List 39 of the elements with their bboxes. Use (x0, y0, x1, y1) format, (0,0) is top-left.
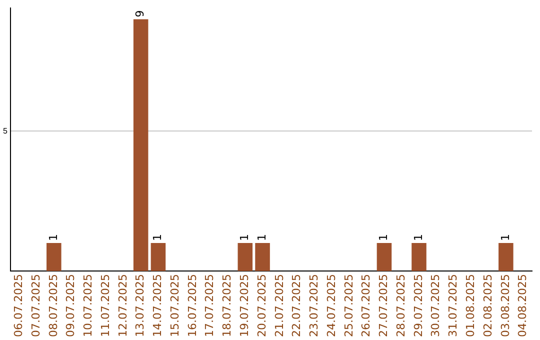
x-tick-label: 28.07.2025 (394, 274, 408, 338)
y-tick-label: 5 (2, 126, 8, 136)
x-tick-label: 04.08.2025 (516, 274, 530, 338)
data-label: 1 (377, 234, 390, 242)
x-tick-label: 02.08.2025 (481, 274, 494, 338)
x-tick-label: 25.07.2025 (342, 274, 356, 338)
x-tick-label: 29.07.2025 (412, 274, 425, 338)
x-tick-label: 23.07.2025 (308, 274, 321, 338)
data-label: 1 (255, 234, 268, 242)
x-tick-label: 01.08.2025 (464, 274, 478, 338)
x-tick-label: 18.07.2025 (220, 274, 234, 338)
x-tick-label: 14.07.2025 (151, 274, 164, 338)
data-label: 1 (498, 234, 512, 242)
x-tick-label: 17.07.2025 (203, 274, 216, 338)
data-label: 9 (134, 10, 147, 18)
data-label: 1 (412, 234, 425, 242)
x-tick-label: 10.07.2025 (82, 274, 95, 338)
x-tick-label: 16.07.2025 (186, 274, 199, 338)
x-tick-label: 13.07.2025 (134, 274, 147, 338)
x-tick-label: 30.07.2025 (429, 274, 442, 338)
x-tick-label: 06.07.2025 (12, 274, 25, 338)
x-tick-label: 09.07.2025 (64, 274, 78, 338)
x-tick-label: 26.07.2025 (360, 274, 373, 338)
data-label: 1 (151, 234, 164, 242)
x-tick-label: 15.07.2025 (168, 274, 182, 338)
x-tick-label: 24.07.2025 (324, 274, 338, 338)
x-tick-label: 27.07.2025 (377, 274, 390, 338)
data-label: 1 (238, 234, 252, 242)
x-tick-label: 12.07.2025 (116, 274, 130, 338)
x-tick-label: 03.08.2025 (498, 274, 512, 338)
x-tick-label: 19.07.2025 (238, 274, 252, 338)
data-label: 1 (46, 234, 60, 242)
x-tick-label: 22.07.2025 (290, 274, 304, 338)
x-tick-label: 21.07.2025 (272, 274, 286, 338)
x-tick-label: 08.07.2025 (46, 274, 60, 338)
x-tick-label: 07.07.2025 (29, 274, 42, 338)
x-tick-label: 31.07.2025 (446, 274, 460, 338)
x-tick-label: 20.07.2025 (255, 274, 268, 338)
x-tick-label: 11.07.2025 (98, 274, 112, 338)
